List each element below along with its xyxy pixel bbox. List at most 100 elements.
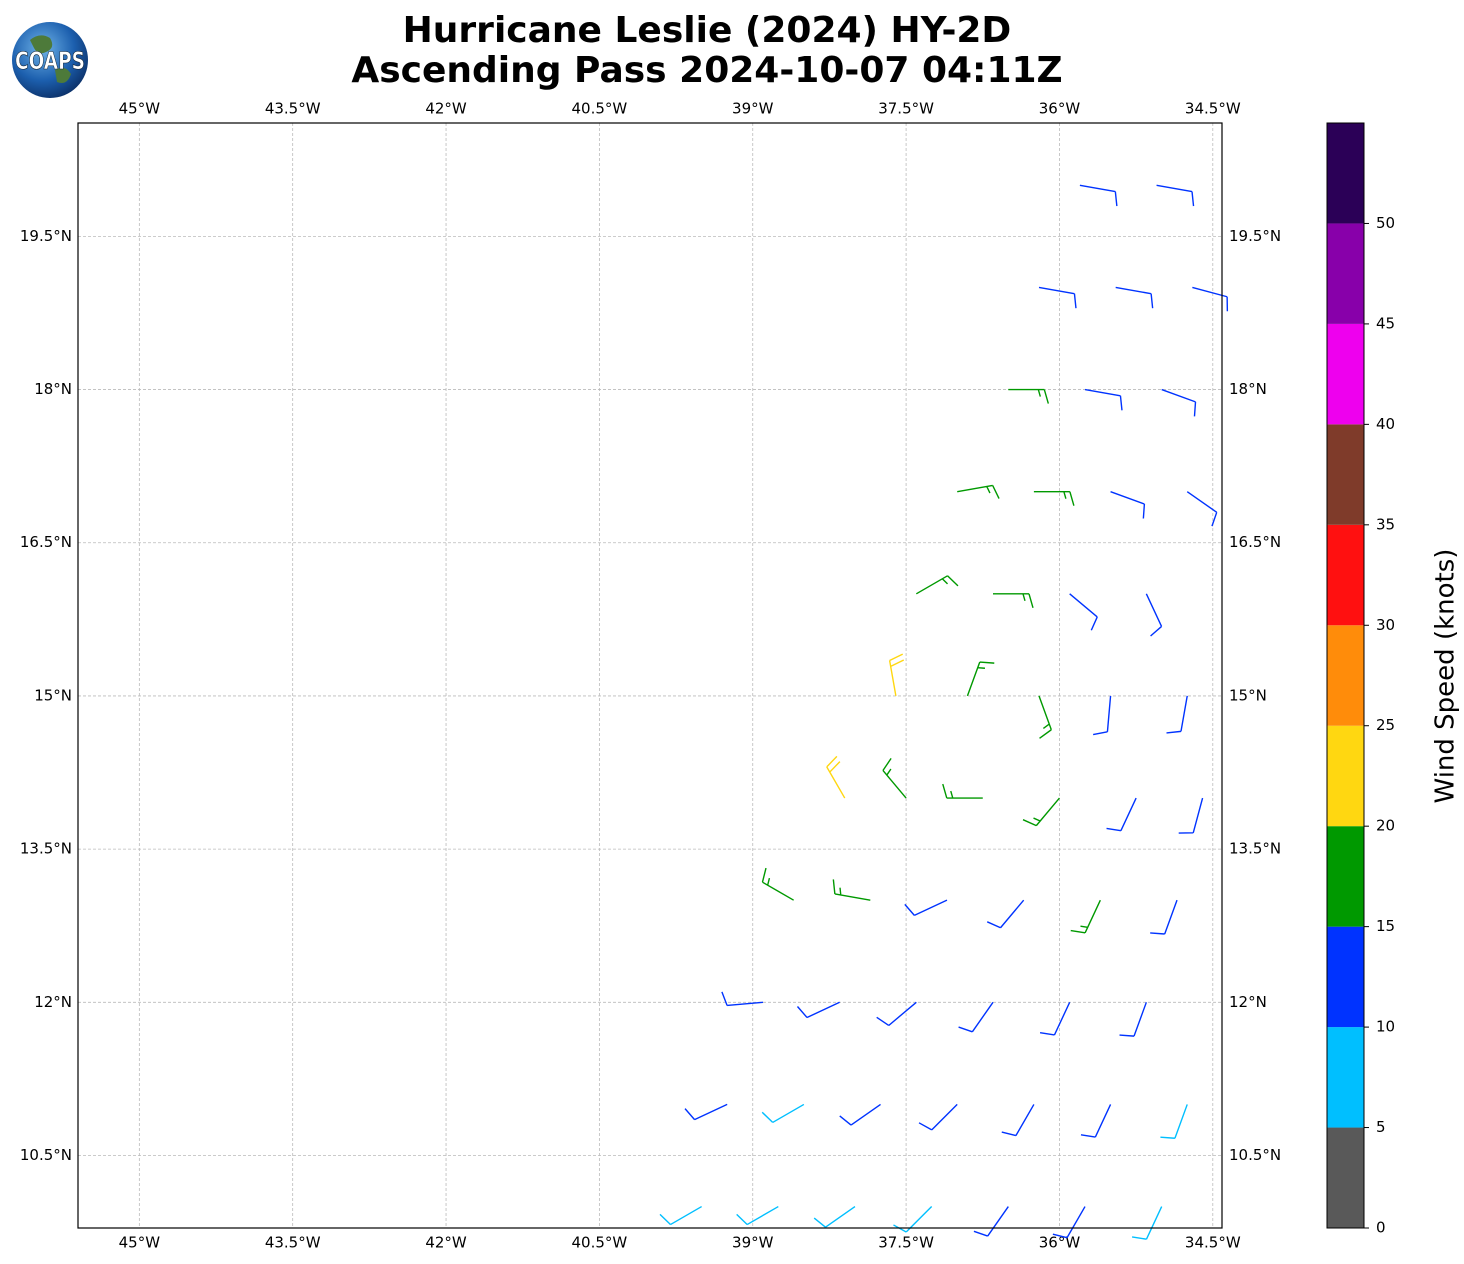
- y-tick-label: 18°N: [1229, 380, 1267, 398]
- wind-barb: [826, 755, 846, 799]
- wind-barb: [1033, 490, 1075, 506]
- colorbar-tick-label: 45: [1376, 314, 1395, 332]
- x-tick-label: 34.5°W: [1185, 100, 1241, 118]
- wind-barb: [1008, 388, 1050, 404]
- wind-barb: [1038, 695, 1052, 739]
- colorbar-segment: [1327, 926, 1364, 1028]
- wind-barb: [966, 661, 995, 697]
- wind-barb: [957, 484, 1000, 499]
- wind-barb: [1119, 1002, 1148, 1037]
- y-tick-label: 12°N: [34, 993, 72, 1011]
- x-tick-label: 36°W: [1039, 100, 1081, 118]
- y-tick-label: 12°N: [1229, 993, 1267, 1011]
- colorbar-tick-label: 40: [1376, 415, 1395, 433]
- y-tick-label: 13.5°N: [20, 840, 72, 858]
- wind-barb: [684, 1103, 728, 1121]
- x-tick-label: 39°W: [732, 1234, 774, 1252]
- x-tick-label: 42°W: [425, 100, 467, 118]
- wind-barb: [1115, 286, 1154, 309]
- wind-barb: [918, 1103, 958, 1131]
- y-tick-label: 18°N: [34, 380, 72, 398]
- wind-barb: [1192, 286, 1229, 312]
- wind-barb: [1039, 1002, 1071, 1036]
- logo-land: [30, 35, 71, 83]
- wind-barb: [832, 879, 871, 901]
- wind-barb: [992, 593, 1034, 608]
- wind-barb: [1166, 695, 1188, 734]
- wind-barb: [1186, 491, 1218, 527]
- chart-title: Hurricane Leslie (2024) HY-2D: [403, 10, 1012, 51]
- x-tick-label: 40.5°W: [572, 100, 628, 118]
- colorbar-segment: [1327, 826, 1364, 927]
- y-tick-label: 19.5°N: [20, 227, 72, 245]
- colorbar-tick-label: 35: [1376, 515, 1395, 533]
- wind-barb: [958, 1001, 994, 1033]
- y-tick-label: 19.5°N: [1229, 227, 1281, 245]
- colorbar-frame: [1326, 122, 1365, 1229]
- colorbar-segment: [1327, 725, 1364, 827]
- colorbar-segment: [1327, 524, 1364, 626]
- colorbar-segment: [1327, 323, 1364, 425]
- wind-barb: [904, 899, 948, 917]
- y-tick-label: 15°N: [34, 686, 72, 704]
- colorbar-segment: [1327, 1027, 1364, 1128]
- wind-barb: [1084, 388, 1123, 411]
- colorbar-segment: [1327, 625, 1364, 726]
- wind-barb: [1079, 184, 1118, 207]
- x-tick-label: 39°W: [732, 100, 774, 118]
- logo-text: COAPS: [15, 47, 85, 75]
- wind-barb: [1161, 388, 1197, 417]
- colorbar-segment: [1327, 223, 1364, 324]
- wind-barb: [761, 867, 794, 901]
- chart-subtitle: Ascending Pass 2024-10-07 04:11Z: [351, 50, 1062, 91]
- wind-barb: [736, 1205, 779, 1226]
- y-tick-label: 15°N: [1229, 686, 1267, 704]
- wind-barb: [1092, 695, 1112, 736]
- colorbar-label: Wind Speed (knots): [1431, 549, 1461, 804]
- wind-barb: [1178, 797, 1204, 834]
- x-tick-label: 43.5°W: [265, 1234, 321, 1252]
- x-tick-label: 40.5°W: [572, 1234, 628, 1252]
- wind-barb: [1052, 1206, 1086, 1239]
- x-tick-label: 43.5°W: [265, 100, 321, 118]
- wind-barb: [1156, 184, 1195, 207]
- wind-barb: [942, 783, 983, 799]
- y-tick-label: 16.5°N: [20, 533, 72, 551]
- y-tick-label: 10.5°N: [20, 1146, 72, 1164]
- wind-barb: [888, 653, 905, 697]
- x-tick-label: 37.5°W: [878, 1234, 934, 1252]
- x-tick-label: 37.5°W: [878, 100, 934, 118]
- wind-barb: [1145, 593, 1163, 637]
- wind-barb: [796, 1001, 840, 1019]
- wind-barb: [1160, 1104, 1188, 1139]
- colorbar-tick-label: 20: [1376, 817, 1395, 835]
- colorbar-segment: [1327, 1127, 1364, 1228]
- wind-barb: [1038, 286, 1077, 309]
- colorbar-tick-label: 15: [1376, 917, 1395, 935]
- colorbar-segment: [1327, 424, 1364, 525]
- wind-barb: [1080, 1104, 1112, 1138]
- map-area: 45°W 45°W 43.5°W 43.5°W 42°W 42°W 40.5°W 40.5°W…: [20, 100, 1281, 1252]
- wind-barb: [973, 1206, 1009, 1237]
- wind-barb: [813, 1205, 856, 1228]
- logo: COAPS: [12, 22, 88, 98]
- wind-barb: [915, 575, 959, 595]
- colorbar-tick-label: 25: [1376, 716, 1395, 734]
- wind-barb: [1022, 797, 1060, 827]
- y-tick-label: 16.5°N: [1229, 533, 1281, 551]
- map-frame: [77, 122, 1223, 1229]
- x-tick-label: 42°W: [425, 1234, 467, 1252]
- wind-barb: [839, 1103, 881, 1126]
- x-tick-label: 36°W: [1039, 1234, 1081, 1252]
- wind-barb: [1001, 1104, 1035, 1137]
- wind-barb: [1131, 1206, 1163, 1240]
- x-tick-label: 45°W: [119, 1234, 161, 1252]
- wind-barb: [882, 758, 907, 799]
- x-tick-label: 45°W: [119, 100, 161, 118]
- wind-barb: [659, 1205, 702, 1226]
- wind-barb: [1070, 899, 1101, 934]
- wind-barb: [1110, 491, 1146, 519]
- colorbar-tick-label: 50: [1376, 214, 1395, 232]
- x-tick-label: 34.5°W: [1185, 1234, 1241, 1252]
